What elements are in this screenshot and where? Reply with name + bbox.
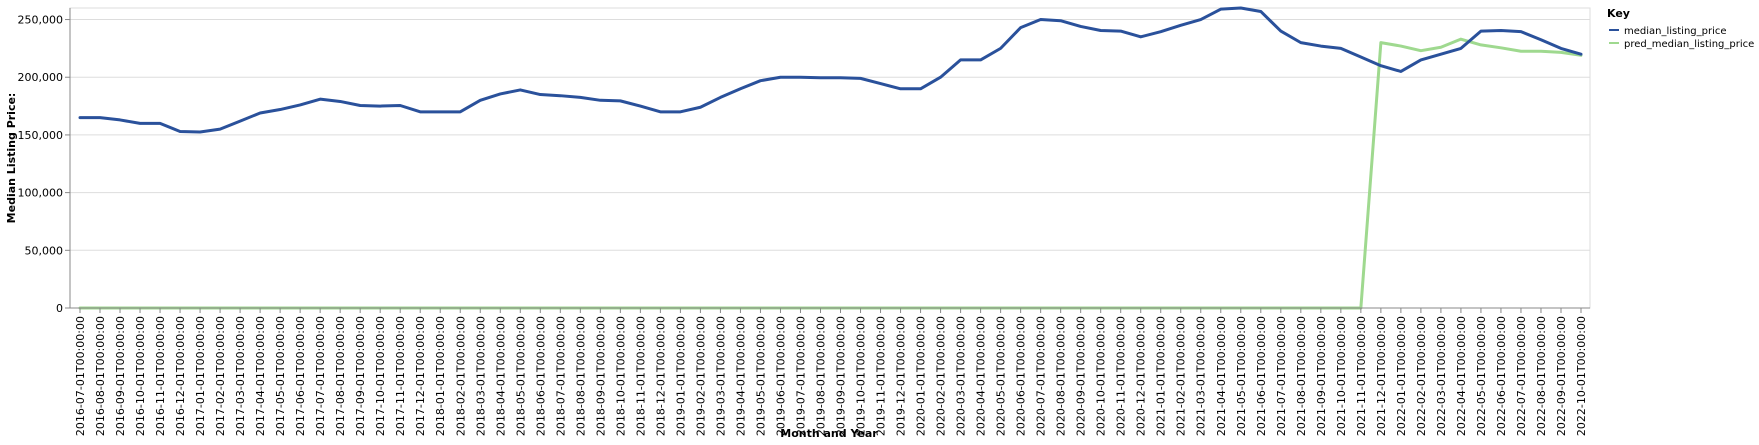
x-tick-label: 2021-11-01T00:00:00 (1355, 316, 1368, 436)
plot-frame (69, 7, 1591, 309)
x-tick-label: 2017-02-01T00:00:00 (214, 316, 227, 436)
x-tick-label: 2021-08-01T00:00:00 (1295, 316, 1308, 436)
y-axis: 0 50,000 100,000 150,000 200,000 250,000 (18, 8, 71, 315)
grid-lines (70, 19, 1590, 309)
x-tick-label: 2020-05-01T00:00:00 (995, 316, 1008, 436)
legend-label: median_listing_price (1624, 26, 1727, 37)
x-tick-label: 2020-10-01T00:00:00 (1095, 316, 1108, 436)
x-tick-label: 2016-09-01T00:00:00 (114, 316, 127, 436)
series-lines (78, 6, 1583, 310)
x-tick-label: 2022-09-01T00:00:00 (1555, 316, 1568, 436)
x-tick-label: 2020-02-01T00:00:00 (935, 316, 948, 436)
x-tick-label: 2020-08-01T00:00:00 (1055, 316, 1068, 436)
series-line-pred-median-listing-price (78, 37, 1583, 310)
x-tick-label: 2021-07-01T00:00:00 (1275, 316, 1288, 436)
x-tick-label: 2020-01-01T00:00:00 (915, 316, 928, 436)
x-tick-label: 2018-12-01T00:00:00 (654, 316, 667, 436)
x-tick-label: 2016-08-01T00:00:00 (94, 316, 107, 436)
y-tick-label: 150,000 (18, 129, 64, 142)
x-tick-label: 2018-05-01T00:00:00 (514, 316, 527, 436)
x-tick-label: 2020-12-01T00:00:00 (1135, 316, 1148, 436)
x-tick-label: 2020-07-01T00:00:00 (1035, 316, 1048, 436)
x-tick-label: 2019-11-01T00:00:00 (875, 316, 888, 436)
x-tick-label: 2018-10-01T00:00:00 (614, 316, 627, 436)
x-tick-label: 2021-05-01T00:00:00 (1235, 316, 1248, 436)
x-tick-label: 2022-01-01T00:00:00 (1395, 316, 1408, 436)
x-tick-label: 2021-02-01T00:00:00 (1175, 316, 1188, 436)
x-tick-label: 2022-07-01T00:00:00 (1515, 316, 1528, 436)
y-tick-label: 100,000 (18, 187, 64, 200)
y-tick-label: 250,000 (18, 14, 64, 27)
x-tick-label: 2021-09-01T00:00:00 (1315, 316, 1328, 436)
x-tick-label: 2022-02-01T00:00:00 (1415, 316, 1428, 436)
x-tick-label: 2018-01-01T00:00:00 (434, 316, 447, 436)
x-tick-label: 2021-06-01T00:00:00 (1255, 316, 1268, 436)
x-tick-label: 2022-08-01T00:00:00 (1535, 316, 1548, 436)
x-tick-label: 2019-01-01T00:00:00 (674, 316, 687, 436)
y-tick-label: 200,000 (18, 71, 64, 84)
x-tick-label: 2018-02-01T00:00:00 (454, 316, 467, 436)
x-tick-label: 2017-04-01T00:00:00 (254, 316, 267, 436)
x-tick-label: 2016-10-01T00:00:00 (134, 316, 147, 436)
x-tick-label: 2018-09-01T00:00:00 (594, 316, 607, 436)
x-tick-label: 2022-05-01T00:00:00 (1475, 316, 1488, 436)
x-tick-label: 2020-09-01T00:00:00 (1075, 316, 1088, 436)
x-tick-label: 2019-05-01T00:00:00 (754, 316, 767, 436)
x-tick-label: 2019-12-01T00:00:00 (895, 316, 908, 436)
x-tick-label: 2021-04-01T00:00:00 (1215, 316, 1228, 436)
x-tick-label: 2019-02-01T00:00:00 (694, 316, 707, 436)
x-tick-label: 2019-08-01T00:00:00 (814, 316, 827, 436)
x-tick-label: 2017-08-01T00:00:00 (334, 316, 347, 436)
x-tick-label: 2021-12-01T00:00:00 (1375, 316, 1388, 436)
x-tick-label: 2017-01-01T00:00:00 (194, 316, 207, 436)
x-tick-label: 2019-07-01T00:00:00 (794, 316, 807, 436)
x-tick-label: 2017-07-01T00:00:00 (314, 316, 327, 436)
x-tick-label: 2021-10-01T00:00:00 (1335, 316, 1348, 436)
legend-title: Key (1607, 7, 1630, 20)
x-tick-label: 2022-10-01T00:00:00 (1575, 316, 1588, 436)
series-line-median-listing-price (78, 6, 1583, 134)
x-tick-label: 2016-12-01T00:00:00 (174, 316, 187, 436)
x-tick-label: 2017-12-01T00:00:00 (414, 316, 427, 436)
x-tick-label: 2019-03-01T00:00:00 (714, 316, 727, 436)
x-tick-label: 2017-05-01T00:00:00 (274, 316, 287, 436)
y-axis-title: Median Listing Price: (5, 93, 18, 224)
x-axis-title: Month and Year (780, 427, 878, 440)
x-tick-label: 2022-04-01T00:00:00 (1455, 316, 1468, 436)
x-tick-label: 2018-04-01T00:00:00 (494, 316, 507, 436)
x-tick-label: 2017-06-01T00:00:00 (294, 316, 307, 436)
x-tick-label: 2021-01-01T00:00:00 (1155, 316, 1168, 436)
x-tick-label: 2020-04-01T00:00:00 (975, 316, 988, 436)
x-tick-label: 2017-03-01T00:00:00 (234, 316, 247, 436)
x-tick-label: 2022-03-01T00:00:00 (1435, 316, 1448, 436)
x-tick-label: 2018-11-01T00:00:00 (634, 316, 647, 436)
x-tick-label: 2020-06-01T00:00:00 (1015, 316, 1028, 436)
y-tick-label: 0 (56, 302, 63, 315)
legend-label: pred_median_listing_price (1624, 39, 1754, 50)
x-tick-label: 2017-10-01T00:00:00 (374, 316, 387, 436)
x-tick-label: 2018-06-01T00:00:00 (534, 316, 547, 436)
x-tick-label: 2020-11-01T00:00:00 (1115, 316, 1128, 436)
x-tick-label: 2018-03-01T00:00:00 (474, 316, 487, 436)
x-tick-label: 2022-06-01T00:00:00 (1495, 316, 1508, 436)
y-tick-label: 50,000 (25, 244, 64, 257)
x-axis: 2016-07-01T00:00:00 2016-08-01T00:00:00 20… (70, 307, 1590, 436)
x-tick-label: 2021-03-01T00:00:00 (1195, 316, 1208, 436)
x-tick-label: 2018-08-01T00:00:00 (574, 316, 587, 436)
x-tick-label: 2016-11-01T00:00:00 (154, 316, 167, 436)
x-tick-label: 2016-07-01T00:00:00 (74, 316, 87, 436)
x-tick-label: 2019-10-01T00:00:00 (855, 316, 868, 436)
x-tick-label: 2019-06-01T00:00:00 (774, 316, 787, 436)
x-tick-label: 2019-09-01T00:00:00 (835, 316, 848, 436)
x-tick-label: 2020-03-01T00:00:00 (955, 316, 968, 436)
x-tick-label: 2017-11-01T00:00:00 (394, 316, 407, 436)
x-tick-label: 2018-07-01T00:00:00 (554, 316, 567, 436)
x-tick-label: 2017-09-01T00:00:00 (354, 316, 367, 436)
x-tick-label: 2019-04-01T00:00:00 (734, 316, 747, 436)
plot-border (69, 7, 1591, 309)
legend: Key median_listing_price pred_median_list… (1607, 7, 1754, 50)
